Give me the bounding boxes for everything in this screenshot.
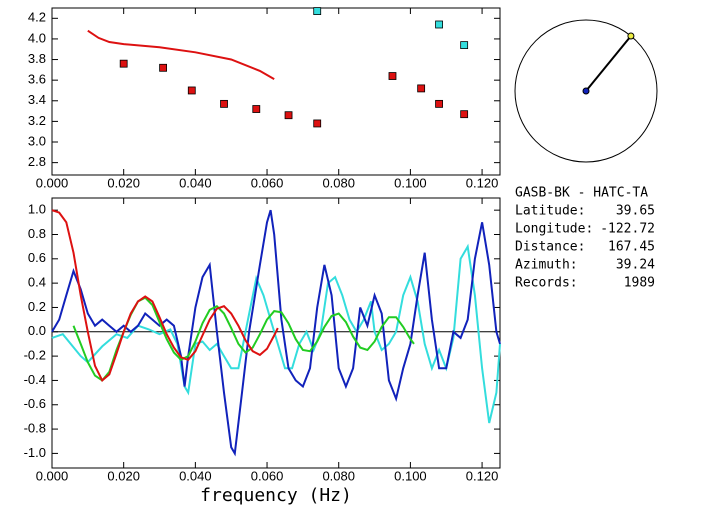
y-tick-label: 3.4 <box>28 92 46 107</box>
data-point <box>220 99 228 108</box>
data-point <box>187 86 196 95</box>
x-tick-label: 0.040 <box>179 175 212 190</box>
x-tick-label: 0.060 <box>251 468 284 483</box>
y-tick-label: 4.0 <box>28 30 46 45</box>
data-point <box>435 20 443 29</box>
info-label: Distance: <box>515 240 585 255</box>
y-tick-label: 2.8 <box>28 154 46 169</box>
data-point <box>119 59 128 68</box>
x-tick-label: 0.040 <box>179 468 212 483</box>
x-axis-label: frequency (Hz) <box>200 485 352 506</box>
data-line <box>51 209 501 457</box>
azimuth-needle <box>585 35 632 92</box>
x-tick-label: 0.020 <box>107 468 140 483</box>
y-tick-label: -0.6 <box>24 396 46 411</box>
x-tick-label: 0.100 <box>394 468 427 483</box>
y-tick-label: -1.0 <box>24 445 46 460</box>
info-value: 167.45 <box>608 240 655 255</box>
data-point <box>460 110 469 119</box>
y-tick-label: -0.4 <box>24 372 46 387</box>
y-tick-label: 3.0 <box>28 133 46 148</box>
data-line <box>51 209 279 382</box>
station-title: GASB-BK - HATC-TA <box>515 186 648 201</box>
data-line <box>51 243 501 424</box>
y-tick-label: 0.2 <box>28 299 46 314</box>
data-point <box>313 7 322 15</box>
x-tick-label: 0.080 <box>322 175 355 190</box>
y-tick-label: 1.0 <box>28 202 46 217</box>
info-value: 39.24 <box>616 258 655 273</box>
info-label: Azimuth: <box>515 258 578 273</box>
x-tick-label: 0.060 <box>251 175 284 190</box>
data-line <box>87 29 275 80</box>
y-tick-label: -0.2 <box>24 348 46 363</box>
azimuth-dot <box>627 32 635 40</box>
info-value: -122.72 <box>600 222 655 237</box>
y-tick-label: -0.8 <box>24 421 46 436</box>
info-value: 1989 <box>624 276 655 291</box>
data-point <box>313 119 322 128</box>
y-tick-label: 0.4 <box>28 275 46 290</box>
y-tick-label: 0.6 <box>28 250 46 265</box>
x-tick-label: 0.000 <box>36 175 69 190</box>
y-tick-label: 3.6 <box>28 72 46 87</box>
data-point <box>284 111 293 120</box>
x-tick-label: 0.000 <box>36 468 69 483</box>
data-point <box>159 63 168 72</box>
data-point <box>435 99 443 108</box>
plot-frame <box>51 7 501 176</box>
y-tick-label: 3.2 <box>28 113 46 128</box>
data-point <box>460 41 469 50</box>
plot-frame <box>51 197 501 469</box>
info-value: 39.65 <box>616 204 655 219</box>
data-point <box>252 105 261 113</box>
center-dot <box>582 87 590 95</box>
y-tick-label: 4.2 <box>28 10 46 25</box>
y-tick-label: 0.0 <box>28 323 46 338</box>
x-tick-label: 0.120 <box>466 468 499 483</box>
x-tick-label: 0.100 <box>394 175 427 190</box>
x-tick-label: 0.020 <box>107 175 140 190</box>
y-tick-label: 3.8 <box>28 51 46 66</box>
info-label: Longitude: <box>515 222 593 237</box>
azimuth-circle <box>514 19 658 163</box>
data-point <box>417 84 426 93</box>
y-tick-label: 0.8 <box>28 226 46 241</box>
x-tick-label: 0.120 <box>466 175 499 190</box>
info-label: Latitude: <box>515 204 585 219</box>
info-label: Records: <box>515 276 578 291</box>
x-tick-label: 0.080 <box>322 468 355 483</box>
data-point <box>388 72 397 80</box>
